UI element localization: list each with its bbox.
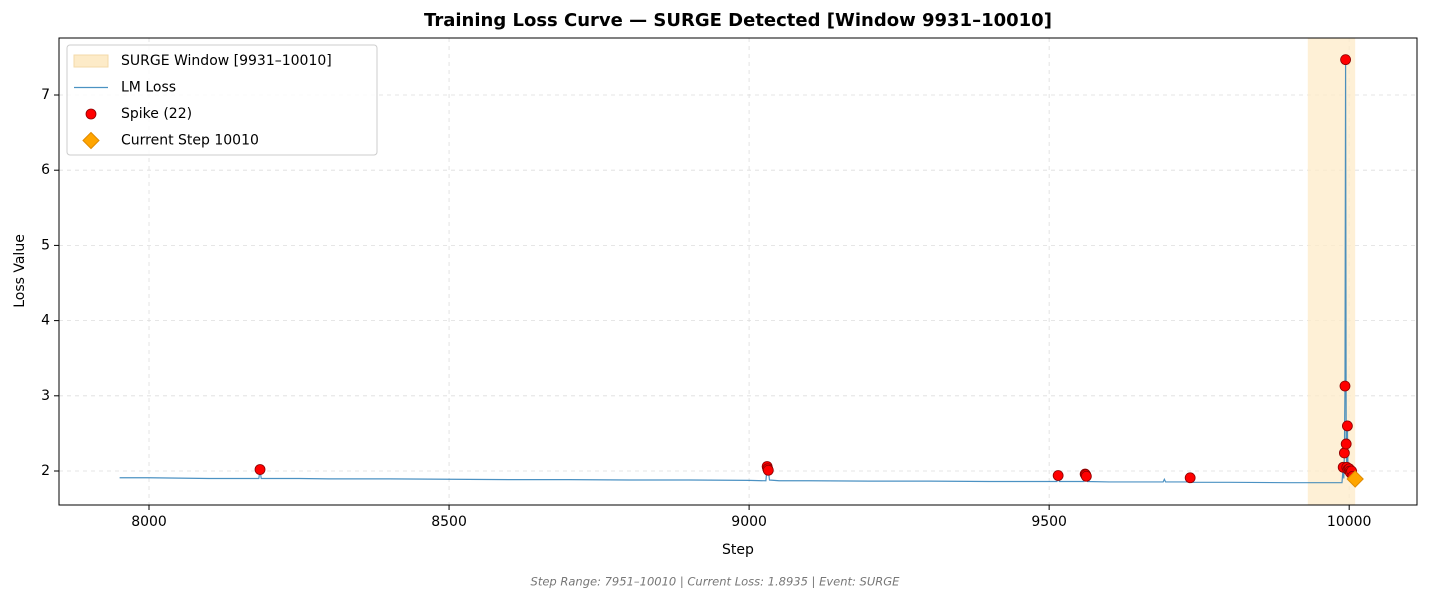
y-tick-label: 5 [41, 237, 50, 253]
x-tick-label: 10000 [1327, 514, 1372, 530]
x-tick-label: 9500 [1031, 514, 1067, 530]
footer: Step Range: 7951–10010 | Current Loss: 1… [531, 575, 901, 589]
current-step-marker [1346, 470, 1364, 488]
y-tick-label: 3 [41, 388, 50, 404]
plot-frame [58, 37, 1418, 506]
y-tick-label: 6 [41, 162, 50, 178]
x-tick-label: 8000 [131, 514, 167, 530]
spike-point [762, 464, 774, 476]
legend-swatch [73, 54, 109, 68]
chart-title: Training Loss Curve — SURGE Detected [Wi… [424, 10, 1052, 31]
spike-point [1052, 470, 1064, 481]
spike-point [1338, 447, 1350, 459]
y-tick-label: 7 [41, 87, 50, 103]
plot-area [119, 38, 1364, 505]
legend-swatch [82, 131, 100, 150]
spike-point [1340, 438, 1352, 450]
spike-point [1184, 472, 1196, 484]
y-tick-label: 2 [41, 463, 50, 479]
spike-point [1340, 54, 1351, 66]
legend-label: SURGE Window [9931–10010] [121, 53, 332, 69]
legend-label: LM Loss [121, 80, 176, 96]
y-axis-label: Loss Value [12, 234, 28, 308]
x-tick-label: 8500 [431, 514, 467, 530]
x-tick-label: 9000 [731, 514, 767, 530]
spike-point [1339, 380, 1351, 392]
spike-point [1341, 420, 1353, 432]
legend-swatch [85, 108, 97, 120]
spike-point [1080, 470, 1092, 482]
x-axis-label: Step [722, 542, 754, 558]
y-tick-label: 4 [41, 313, 50, 329]
legend-box [66, 44, 378, 156]
legend-label: Current Step 10010 [121, 133, 259, 149]
legend-label: Spike (22) [121, 106, 192, 122]
spike-point [254, 464, 266, 475]
